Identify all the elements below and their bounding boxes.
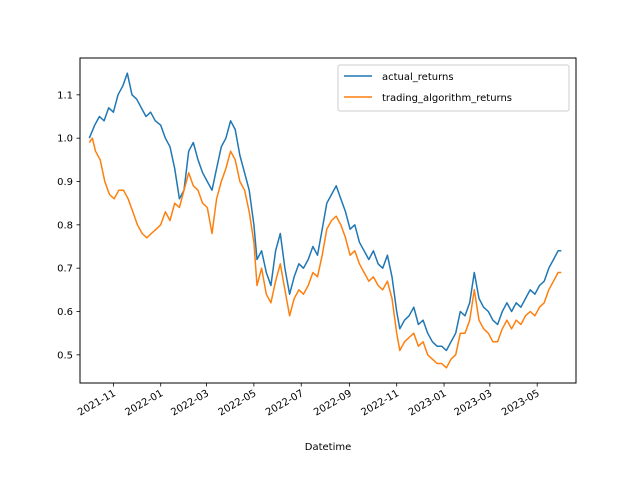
y-tick-label: 0.7 [57, 264, 73, 275]
series-layer [88, 72, 562, 369]
series-line-trading-algorithm-returns [88, 137, 562, 369]
y-tick-label: 0.9 [57, 177, 73, 188]
legend-box [337, 64, 570, 112]
y-tick-label: 0.8 [57, 220, 73, 231]
y-tick-label: 0.5 [57, 350, 73, 361]
plot-frame [79, 57, 577, 384]
legend-label-trading-algorithm-returns: trading_algorithm_returns [382, 93, 512, 104]
x-axis-title: Datetime [305, 442, 352, 453]
y-axis: 0.5 0.6 0.7 0.8 0.9 1.0 1.1 [57, 90, 80, 361]
legend-label-actual-returns: actual_returns [382, 72, 454, 83]
y-tick-label: 1.0 [57, 134, 73, 145]
y-tick-label: 1.1 [57, 90, 73, 101]
series-line-actual-returns [88, 72, 562, 352]
y-tick-label: 0.6 [57, 307, 73, 318]
legend: actual_returns trading_algorithm_returns [337, 64, 570, 112]
